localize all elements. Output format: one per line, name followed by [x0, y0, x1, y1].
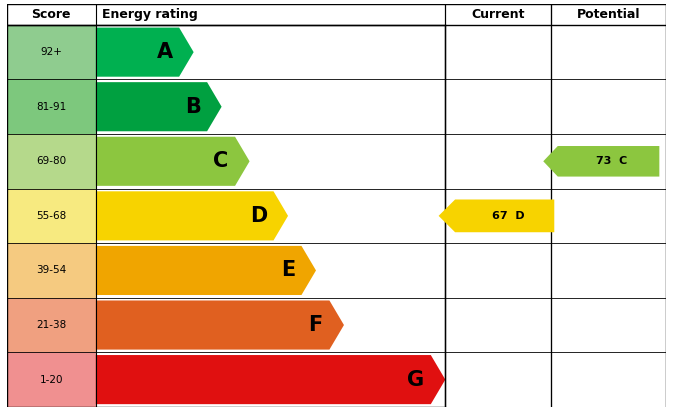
Polygon shape [96, 82, 221, 131]
Text: G: G [407, 369, 424, 390]
Polygon shape [96, 355, 446, 404]
Text: A: A [156, 42, 172, 62]
Text: Energy rating: Energy rating [102, 8, 198, 21]
Text: 81-91: 81-91 [36, 102, 67, 112]
Text: Score: Score [32, 8, 71, 21]
Text: 39-54: 39-54 [36, 266, 67, 275]
Polygon shape [96, 246, 316, 295]
Text: 21-38: 21-38 [36, 320, 67, 330]
Bar [179, 25, 446, 79]
Text: D: D [250, 206, 267, 226]
Text: 1-20: 1-20 [40, 374, 63, 385]
Bar [330, 298, 446, 352]
Bar [7, 189, 96, 243]
Text: B: B [184, 97, 201, 117]
Bar [7, 25, 96, 79]
Text: 92+: 92+ [40, 47, 62, 57]
Text: 69-80: 69-80 [36, 156, 67, 166]
Polygon shape [543, 146, 660, 177]
Polygon shape [439, 199, 555, 232]
Bar [7, 134, 96, 189]
Text: C: C [213, 151, 228, 171]
Polygon shape [96, 137, 250, 186]
Text: Potential: Potential [577, 8, 640, 21]
Text: F: F [309, 315, 323, 335]
Text: Current: Current [471, 8, 525, 21]
Bar [302, 243, 446, 298]
Bar [7, 298, 96, 352]
Bar [273, 189, 446, 243]
Polygon shape [96, 300, 344, 350]
Polygon shape [96, 28, 194, 77]
Text: 73  C: 73 C [596, 156, 627, 166]
Text: 67  D: 67 D [492, 211, 524, 221]
Bar [235, 134, 446, 189]
Bar [7, 352, 96, 407]
Text: E: E [281, 261, 295, 280]
Bar [7, 79, 96, 134]
Bar [7, 243, 96, 298]
Text: 55-68: 55-68 [36, 211, 67, 221]
Polygon shape [96, 191, 288, 240]
Bar [207, 79, 446, 134]
